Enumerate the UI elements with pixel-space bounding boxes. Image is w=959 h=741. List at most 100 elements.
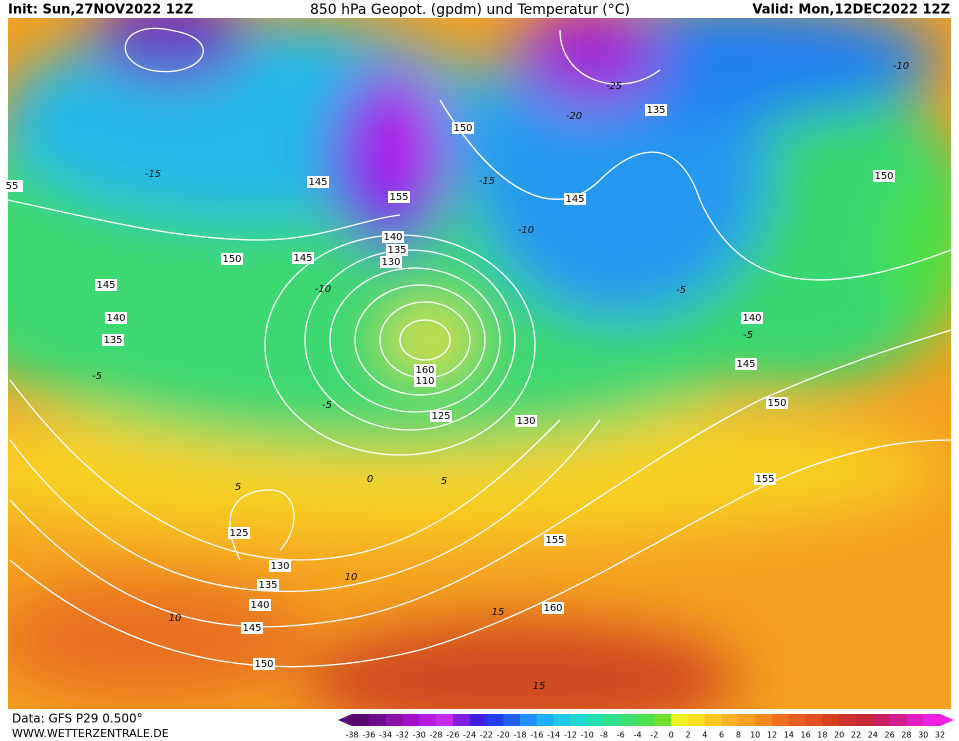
color-swatch [906,714,924,726]
color-swatch [822,714,840,726]
colorbar-tick-label: -6 [617,731,625,740]
geopotential-label: 130 [270,561,289,572]
temperature-label: -15 [479,176,495,187]
color-swatch [721,714,739,726]
colorbar-tick-label: 2 [685,731,690,740]
label-box [380,256,402,268]
color-swatch [486,714,504,726]
label-box [102,334,124,346]
label-box [544,534,566,546]
color-swatch [553,714,571,726]
colorbar-tick-label: 12 [767,731,777,740]
colorbar-tick-label: 14 [784,731,794,740]
color-swatch [436,714,454,726]
colorbar-tick-label: -8 [600,731,608,740]
label-box [228,527,250,539]
colorbar-tick-label: 24 [868,731,878,740]
valid-time: Valid: Mon,12DEC2022 12Z [752,3,950,18]
color-swatch [839,714,857,726]
geopotential-label: 135 [258,580,277,591]
label-box [382,231,404,243]
color-swatch [452,714,471,726]
colorbar-tick-label: 22 [851,731,861,740]
colorbar-tick-label: -28 [429,731,442,740]
color-swatch [772,714,790,726]
label-box [741,312,763,324]
temperature-label: -5 [676,285,686,296]
label-box [645,104,667,116]
color-swatch [503,714,521,726]
colorbar-tick-label: 0 [669,731,674,740]
label-box [1,180,23,192]
color-swatch [654,714,672,726]
colorbar-tick-label: 18 [817,731,827,740]
colorbar-tick-label: -2 [650,731,658,740]
colorbar-tick-label: -34 [379,731,392,740]
color-swatch [385,714,403,726]
geopotential-label: 140 [106,313,125,324]
temperature-label: 15 [533,681,546,692]
geopotential-label: 150 [222,254,241,265]
temperature-label: -10 [893,61,909,72]
geopotential-label: 155 [545,535,564,546]
temperature-label: 0 [367,474,373,485]
label-box [754,473,776,485]
color-swatch [587,714,605,726]
label-box [515,415,537,427]
colorbar-tick-label: 10 [750,731,760,740]
colorbar-tick-label: -16 [530,731,543,740]
colorbar-tick-label: -18 [513,731,526,740]
colorbar-tick-label: -12 [564,731,577,740]
geopotential-label: 145 [736,359,755,370]
color-swatch [419,714,437,726]
label-box [221,253,243,265]
label-box [249,599,271,611]
colorbar-tick-label: -30 [413,731,426,740]
colorbar-tick-label: 32 [935,731,945,740]
temperature-label: -5 [322,400,332,411]
colorbar-arrow [338,714,352,726]
geopotential-label: 140 [742,313,761,324]
colorbar-tick-label: -10 [581,731,594,740]
temperature-label: 5 [235,482,241,493]
geopotential-label: 55 [6,181,19,192]
geopotential-label: 150 [767,398,786,409]
color-swatch [805,714,823,726]
color-swatch [570,714,588,726]
color-swatch [889,714,907,726]
init-time: Init: Sun,27NOV2022 12Z [8,3,193,18]
label-box [269,560,291,572]
colorbar-tick-label: 28 [901,731,911,740]
geopotential-label: 130 [516,416,535,427]
label-box [564,193,586,205]
geopotential-label: 110 [415,376,434,387]
colorbar-tick-label: -36 [362,731,375,740]
temperature-label: -25 [606,81,622,92]
label-box [542,602,564,614]
colorbar-tick-label: 16 [801,731,811,740]
colorbar-tick-label: -20 [497,731,510,740]
geopotential-label: 135 [646,105,665,116]
label-box [241,622,263,634]
site-name: WWW.WETTERZENTRALE.DE [12,727,169,740]
colorbar-arrow [940,714,954,726]
geopotential-label: 145 [293,253,312,264]
color-swatch [368,714,387,726]
colorbar-tick-label: 26 [885,731,895,740]
color-swatch [872,714,891,726]
label-box [105,312,127,324]
colorbar-tick-label: 8 [736,731,741,740]
temperature-label: -20 [566,111,582,122]
geopotential-label: 145 [96,280,115,291]
geopotential-label: 145 [565,194,584,205]
colorbar-tick-label: -14 [547,731,560,740]
geopotential-contours [8,27,951,668]
temperature-label: -10 [518,225,534,236]
geopotential-label: 125 [229,528,248,539]
color-swatch [688,714,706,726]
colorbar-tick-label: -24 [463,731,476,740]
label-box [307,176,329,188]
label-box [452,122,474,134]
